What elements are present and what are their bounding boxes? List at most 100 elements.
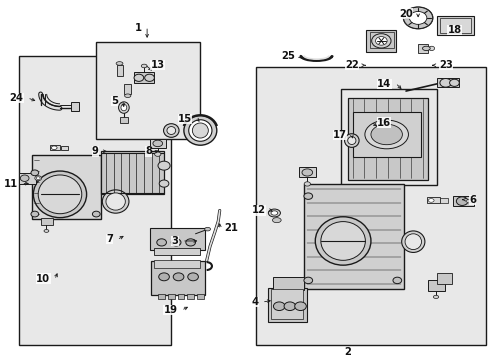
Circle shape [303,277,312,284]
Text: 18: 18 [447,25,461,35]
Ellipse shape [188,120,211,141]
Circle shape [187,273,198,281]
Bar [124,84,131,94]
Ellipse shape [404,234,421,249]
Text: 11: 11 [3,179,18,189]
Circle shape [403,7,432,29]
Circle shape [455,197,467,206]
Ellipse shape [344,134,358,147]
Bar [61,145,68,149]
Text: 7: 7 [106,234,113,244]
Bar [149,228,205,250]
Ellipse shape [270,211,277,215]
Text: 17: 17 [332,130,346,140]
Text: 4: 4 [251,297,258,307]
Text: 6: 6 [468,195,475,205]
Ellipse shape [38,175,81,214]
Ellipse shape [166,127,175,134]
Bar [120,117,127,123]
Ellipse shape [106,193,125,210]
Circle shape [171,239,181,246]
Ellipse shape [320,222,365,260]
Ellipse shape [364,120,407,149]
Circle shape [92,211,100,217]
Bar [151,261,205,295]
Circle shape [134,74,143,81]
Text: 16: 16 [376,118,390,128]
Bar [427,280,444,291]
Ellipse shape [432,295,438,298]
Bar [352,112,420,157]
Circle shape [448,79,458,86]
Ellipse shape [20,175,29,181]
Bar [340,89,437,185]
Bar [452,196,473,206]
Bar [32,155,101,220]
Ellipse shape [427,199,433,202]
Ellipse shape [422,46,429,50]
Text: 2: 2 [344,347,351,357]
Ellipse shape [44,229,49,232]
Text: 14: 14 [376,79,391,89]
Text: 13: 13 [150,60,164,70]
Ellipse shape [183,116,216,145]
Ellipse shape [401,231,424,252]
Bar [267,288,306,321]
Ellipse shape [163,124,179,137]
Bar [304,184,403,289]
Circle shape [31,170,39,176]
Bar [197,294,203,299]
Bar [19,173,36,184]
Circle shape [31,211,39,217]
Bar [347,98,427,180]
Ellipse shape [124,94,131,98]
Circle shape [303,193,312,199]
Bar [167,294,174,299]
Bar [427,197,439,203]
Circle shape [173,273,183,281]
Bar [437,273,451,284]
Text: 10: 10 [36,274,50,284]
Bar [116,65,122,76]
Bar [50,145,60,150]
Circle shape [185,239,195,246]
Bar [96,42,200,139]
Ellipse shape [268,209,280,217]
Text: 22: 22 [345,60,358,70]
Circle shape [284,302,295,311]
Text: 15: 15 [178,114,192,124]
Ellipse shape [141,64,147,68]
Ellipse shape [192,123,208,138]
Bar [417,44,427,53]
Ellipse shape [154,152,161,156]
Bar [41,218,53,225]
Ellipse shape [118,102,129,113]
Circle shape [439,78,450,87]
Bar [256,67,485,345]
Text: 12: 12 [251,206,265,216]
Bar [437,16,473,35]
Circle shape [159,273,169,281]
Ellipse shape [272,218,281,223]
Ellipse shape [51,146,57,149]
Bar [187,294,194,299]
Text: 20: 20 [399,9,412,19]
Bar [439,18,470,33]
Bar [437,78,458,87]
Ellipse shape [370,124,402,145]
Bar [19,56,171,345]
Ellipse shape [347,136,355,144]
Bar [154,260,200,268]
Text: 25: 25 [280,51,294,61]
Circle shape [144,74,154,81]
Bar [158,294,164,299]
Text: 9: 9 [92,146,99,156]
Circle shape [392,277,401,284]
Ellipse shape [204,227,210,231]
Ellipse shape [302,169,312,176]
Bar [71,102,79,111]
Ellipse shape [466,199,470,203]
Ellipse shape [102,190,129,213]
Ellipse shape [35,176,41,181]
Bar [134,72,154,83]
